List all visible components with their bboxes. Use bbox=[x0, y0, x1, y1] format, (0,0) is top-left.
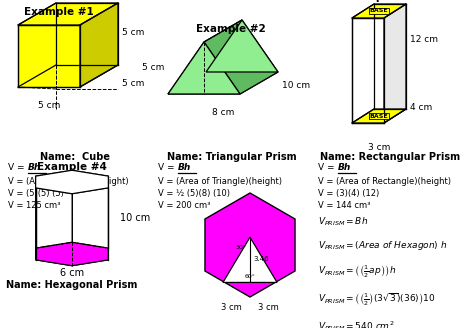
Text: $V_{PRISM}=Bh$: $V_{PRISM}=Bh$ bbox=[318, 215, 368, 228]
Text: 10 cm: 10 cm bbox=[120, 213, 150, 223]
Text: 30°: 30° bbox=[236, 245, 247, 250]
Polygon shape bbox=[223, 237, 277, 282]
Text: Name: Triangular Prism: Name: Triangular Prism bbox=[167, 152, 297, 162]
Polygon shape bbox=[384, 4, 406, 123]
Text: 3 cm: 3 cm bbox=[368, 143, 390, 152]
Polygon shape bbox=[206, 20, 278, 72]
Polygon shape bbox=[72, 188, 109, 266]
Text: V = ½ (5)(8) (10): V = ½ (5)(8) (10) bbox=[158, 189, 230, 198]
Text: Name: Hexagonal Prism: Name: Hexagonal Prism bbox=[6, 280, 137, 290]
Polygon shape bbox=[36, 170, 109, 194]
Text: $V_{PRISM}=\left(\left(\frac{1}{2}\right)(3\sqrt{3})(36)\right)10$: $V_{PRISM}=\left(\left(\frac{1}{2}\right… bbox=[318, 291, 436, 308]
Polygon shape bbox=[352, 109, 406, 123]
Polygon shape bbox=[168, 72, 278, 94]
Polygon shape bbox=[352, 4, 406, 18]
Text: BASE: BASE bbox=[370, 9, 388, 13]
Text: $V_{PRISM}=\left(\left(\frac{1}{2}ap\right)\right)h$: $V_{PRISM}=\left(\left(\frac{1}{2}ap\rig… bbox=[318, 263, 396, 280]
Text: V = (Area of Rectangle)(height): V = (Area of Rectangle)(height) bbox=[318, 177, 451, 186]
Text: 12 cm: 12 cm bbox=[410, 35, 438, 45]
Text: V = (5)(5) (5): V = (5)(5) (5) bbox=[8, 189, 64, 198]
Text: 3.46: 3.46 bbox=[253, 256, 269, 262]
Text: BASE: BASE bbox=[370, 113, 388, 118]
Text: 3 cm: 3 cm bbox=[258, 303, 279, 312]
Text: V =: V = bbox=[158, 163, 177, 172]
Text: V = (Area of Triangle)(height): V = (Area of Triangle)(height) bbox=[158, 177, 282, 186]
Text: 10 cm: 10 cm bbox=[282, 80, 310, 90]
Text: Example #4: Example #4 bbox=[37, 162, 107, 172]
Text: Bh: Bh bbox=[28, 163, 41, 172]
Text: Name: Rectangular Prism: Name: Rectangular Prism bbox=[320, 152, 460, 162]
Text: Bh: Bh bbox=[338, 163, 351, 172]
Polygon shape bbox=[36, 242, 109, 266]
Polygon shape bbox=[18, 25, 80, 87]
Text: V = 125 cm³: V = 125 cm³ bbox=[8, 201, 61, 210]
Polygon shape bbox=[205, 193, 295, 297]
Text: 3 cm: 3 cm bbox=[221, 303, 242, 312]
Text: 6 cm: 6 cm bbox=[60, 268, 84, 278]
Text: 60°: 60° bbox=[245, 275, 255, 279]
Text: Name:  Cube: Name: Cube bbox=[40, 152, 110, 162]
Text: V = 200 cm³: V = 200 cm³ bbox=[158, 201, 210, 210]
Text: $V_{PRISM}=(Area\ of\ Hexagon)\ h$: $V_{PRISM}=(Area\ of\ Hexagon)\ h$ bbox=[318, 239, 447, 252]
Polygon shape bbox=[168, 20, 242, 94]
Polygon shape bbox=[36, 188, 72, 266]
Text: V = (3)(4) (12): V = (3)(4) (12) bbox=[318, 189, 379, 198]
Text: 5 cm: 5 cm bbox=[142, 64, 164, 72]
Polygon shape bbox=[18, 3, 118, 25]
Polygon shape bbox=[80, 3, 118, 87]
Polygon shape bbox=[168, 42, 240, 94]
Polygon shape bbox=[204, 20, 278, 94]
Text: Example #1: Example #1 bbox=[24, 7, 94, 17]
Text: $V_{PRISM}=540\ cm^{2}$: $V_{PRISM}=540\ cm^{2}$ bbox=[318, 319, 394, 328]
Text: 5 cm: 5 cm bbox=[122, 28, 145, 37]
Text: V =: V = bbox=[318, 163, 337, 172]
Text: 8 cm: 8 cm bbox=[212, 108, 234, 117]
Polygon shape bbox=[36, 170, 72, 248]
Text: V =: V = bbox=[8, 163, 27, 172]
Polygon shape bbox=[72, 170, 109, 248]
Text: V = (Area of Square)(height): V = (Area of Square)(height) bbox=[8, 177, 128, 186]
Polygon shape bbox=[352, 18, 384, 123]
Text: V = 144 cm³: V = 144 cm³ bbox=[318, 201, 371, 210]
Text: Example #2: Example #2 bbox=[196, 24, 266, 34]
Text: Bh: Bh bbox=[178, 163, 191, 172]
Text: Example #3: Example #3 bbox=[344, 0, 414, 2]
Text: 4 cm: 4 cm bbox=[410, 102, 432, 112]
Text: 5 cm: 5 cm bbox=[122, 79, 145, 88]
Text: 5 cm: 5 cm bbox=[38, 101, 60, 110]
